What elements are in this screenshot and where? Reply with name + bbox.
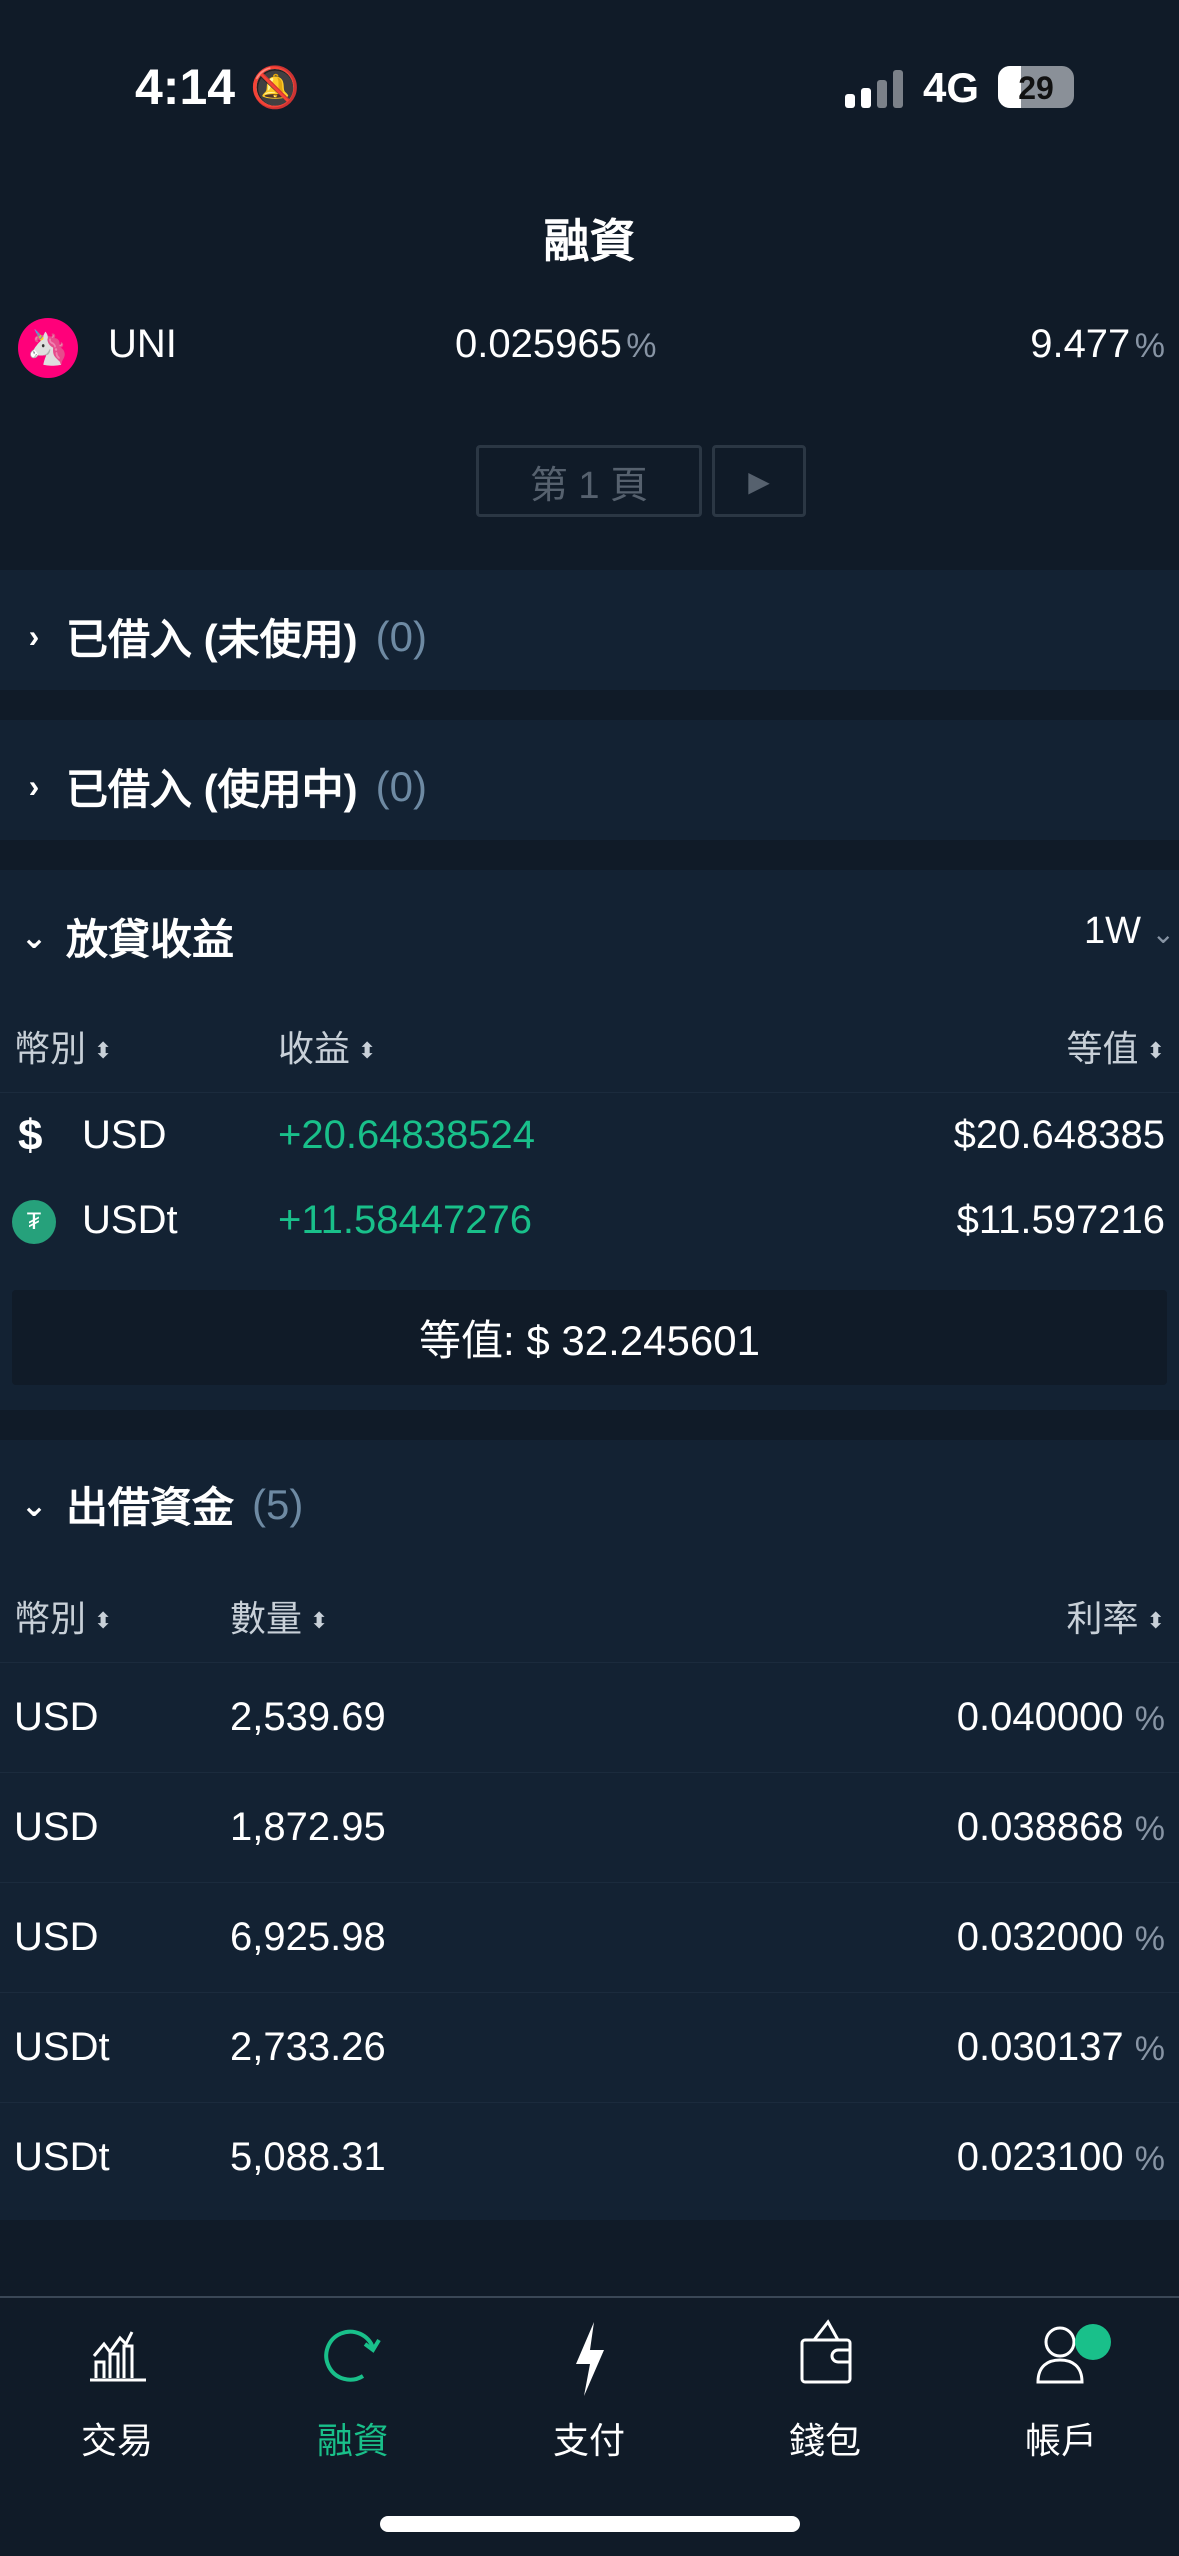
rate: 0.040000	[956, 1695, 1124, 1739]
section-borrowed-unused[interactable]: › 已借入 (未使用) (0)	[0, 570, 1179, 690]
chevron-down-icon: ⌄	[1151, 918, 1175, 949]
chart-icon	[37, 2318, 197, 2408]
section-title: 放貸收益	[66, 916, 235, 963]
user-icon	[981, 2318, 1141, 2408]
wallet-icon	[745, 2318, 905, 2408]
uni-coin-icon: 🦄	[18, 318, 78, 378]
col-currency[interactable]: 幣別 ⬍	[14, 1028, 113, 1069]
table-row[interactable]: USD 1,872.95 0.038868 %	[0, 1772, 1179, 1882]
rate: 0.032000	[956, 1915, 1124, 1959]
dollar-icon: $	[18, 1111, 43, 1160]
tether-icon: ₮	[12, 1200, 56, 1244]
unit: %	[1134, 2030, 1165, 2068]
table-row[interactable]: USD 2,539.69 0.040000 %	[0, 1662, 1179, 1772]
chevron-right-icon: ›	[28, 618, 40, 654]
chevron-down-icon: ⌄	[20, 918, 48, 955]
period-select[interactable]: 1W ⌄	[1083, 910, 1175, 952]
currency: USD	[14, 1805, 99, 1849]
earning: +20.64838524	[278, 1113, 535, 1157]
count: (0)	[375, 612, 427, 660]
table-row: ₮ USDt +11.58447276 $11.597216	[0, 1178, 1179, 1264]
unit: %	[1134, 1920, 1165, 1958]
unit: %	[1134, 1810, 1165, 1848]
section-offers: ⌄ 出借資金 (5) 幣別 ⬍ 數量 ⬍ 利率 ⬍ USD 2,539.69 0.0400…	[0, 1440, 1179, 2220]
currency: USDt	[82, 1198, 178, 1242]
bell-muted-icon: 🔕	[250, 66, 300, 110]
col-earning[interactable]: 收益 ⬍	[278, 1028, 377, 1069]
currency: USD	[82, 1113, 167, 1157]
tab-funding[interactable]: 融資	[273, 2318, 433, 2464]
amount: 6,925.98	[230, 1915, 386, 1959]
tab-bar: 交易 融資 支付 錢包 帳戶	[0, 2296, 1179, 2556]
rate: 0.023100	[956, 2135, 1124, 2179]
table-row[interactable]: USD 6,925.98 0.032000 %	[0, 1882, 1179, 1992]
value: $20.648385	[953, 1113, 1165, 1157]
unit: %	[1134, 2140, 1165, 2178]
currency: USD	[14, 1915, 99, 1959]
chevron-right-icon: ›	[28, 768, 40, 804]
section-title: 出借資金	[66, 1484, 235, 1531]
amount: 2,733.26	[230, 2025, 386, 2069]
rate: 0.038868	[956, 1805, 1124, 1849]
unit: %	[1134, 1700, 1165, 1738]
unit: %	[626, 327, 657, 365]
currency: USD	[14, 1695, 99, 1739]
amount: 5,088.31	[230, 2135, 386, 2179]
table-row[interactable]: USDt 5,088.31 0.023100 %	[0, 2102, 1179, 2212]
apr: 9.477	[1030, 322, 1131, 366]
unit: %	[1134, 327, 1165, 365]
page-label: 第 1 頁	[476, 445, 702, 517]
section-borrowed-used[interactable]: › 已借入 (使用中) (0)	[0, 720, 1179, 840]
page-title: 融資	[543, 215, 636, 267]
col-value[interactable]: 等值 ⬍	[1066, 1028, 1165, 1069]
signal-icon	[845, 70, 903, 108]
network-type: 4G	[923, 64, 980, 111]
home-indicator	[380, 2516, 800, 2532]
funding-row-uni[interactable]: 🦄 UNI 0.025965 % 9.477 %	[0, 310, 1179, 382]
value: $11.597216	[956, 1198, 1165, 1242]
section-toggle[interactable]: ⌄ 放貸收益	[20, 906, 234, 967]
chevron-down-icon: ⌄	[20, 1486, 48, 1523]
pagination: 第 1 頁 ▶	[476, 445, 806, 517]
earnings-total: 等值: $ 32.245601	[12, 1290, 1167, 1385]
tab-wallet[interactable]: 錢包	[745, 2318, 905, 2464]
col-currency[interactable]: 幣別 ⬍	[14, 1598, 113, 1639]
status-bar: 4:14 🔕 4G 29	[0, 50, 1179, 130]
amount: 1,872.95	[230, 1805, 386, 1849]
currency: USDt	[14, 2135, 110, 2179]
section-toggle[interactable]: ⌄ 出借資金 (5)	[20, 1474, 304, 1535]
amount: 2,539.69	[230, 1695, 386, 1739]
table-row: $ USD +20.64838524 $20.648385	[0, 1092, 1179, 1178]
lightning-icon	[509, 2318, 669, 2408]
symbol: UNI	[108, 322, 177, 366]
table-row[interactable]: USDt 2,733.26 0.030137 %	[0, 1992, 1179, 2102]
earning: +11.58447276	[278, 1198, 532, 1242]
section-title: 已借入 (未使用)	[66, 616, 358, 663]
rate: 0.025965	[455, 322, 622, 366]
currency: USDt	[14, 2025, 110, 2069]
refresh-icon	[273, 2318, 433, 2408]
next-page-button[interactable]: ▶	[712, 445, 806, 517]
tab-trade[interactable]: 交易	[37, 2318, 197, 2464]
battery-icon: 29	[998, 66, 1074, 108]
count: (0)	[375, 762, 427, 810]
tab-account[interactable]: 帳戶	[981, 2318, 1141, 2464]
col-rate[interactable]: 利率 ⬍	[1066, 1598, 1165, 1639]
rate: 0.030137	[956, 2025, 1124, 2069]
section-title: 已借入 (使用中)	[66, 766, 358, 813]
tab-pay[interactable]: 支付	[509, 2318, 669, 2464]
col-amount[interactable]: 數量 ⬍	[230, 1598, 329, 1639]
notification-dot	[1075, 2324, 1111, 2360]
count: (5)	[252, 1480, 304, 1528]
clock: 4:14	[135, 59, 236, 115]
